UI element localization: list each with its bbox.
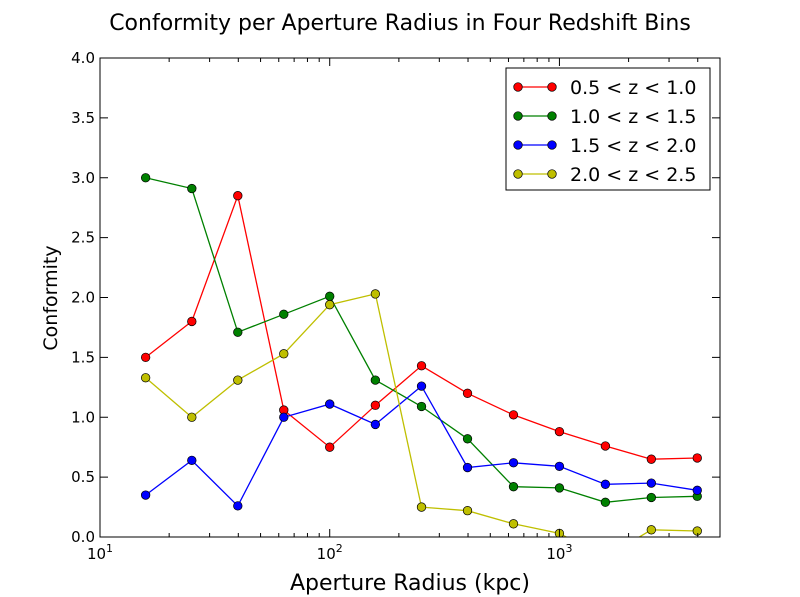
series-2-point [508,482,519,492]
legend-marker [547,140,557,150]
series-3-point [370,419,381,430]
series-line-1 [145,193,698,460]
x-axis-label: Aperture Radius (kpc) [290,571,530,596]
series-4-point [462,506,473,516]
legend-label: 2.0 < z < 2.5 [570,164,696,186]
series-2-point [325,291,335,301]
y-tick-label: 0.0 [71,528,95,546]
series-2-point [462,434,473,444]
series-2-point [600,497,611,507]
series-3-point [554,461,565,471]
series-1-point [233,191,243,201]
series-layer [140,173,702,562]
series-4-point [279,349,289,359]
series-3-point [600,479,611,489]
legend-label: 0.5 < z < 1.0 [570,77,696,99]
series-4-point [325,300,335,310]
series-1-point [325,442,335,452]
series-1-point [554,426,565,437]
series-3-point [279,412,289,422]
legend-marker [547,111,557,121]
y-axis: 0.0 0.5 1.0 1.5 2.0 2.5 3.0 3.5 4.0 [71,49,720,546]
y-tick-label: 2.0 [71,289,95,307]
y-tick-label: 1.5 [71,348,95,366]
x-tick-label: 103 [546,542,572,563]
x-tick-label: 101 [87,542,113,563]
series-3-point [233,501,243,511]
series-1-point [508,410,519,420]
y-tick-label: 3.0 [71,169,95,187]
y-tick-label: 0.5 [71,468,95,486]
series-3-point [462,462,473,473]
series-4-point [508,519,519,529]
series-4-point [140,373,151,383]
series-line-4 [145,293,698,537]
series-3-point [140,490,151,500]
series-2-point [233,327,243,337]
series-1-point [692,453,702,463]
legend-label: 1.0 < z < 1.5 [570,106,696,128]
series-4-point [601,553,610,562]
legend-marker [547,82,557,92]
y-axis-label: Conformity [40,245,62,350]
series-2-point [370,375,381,385]
series-2-point [279,309,289,319]
series-2-point [646,492,656,503]
series-1-point [187,316,197,327]
series-3-point [416,381,427,391]
series-4-point [233,375,243,385]
legend-marker [513,140,523,150]
series-1-point [462,388,473,398]
series-4-point [416,502,427,512]
x-tick-label: 102 [317,542,343,563]
y-tick-label: 1.0 [71,408,95,426]
series-1-point [646,454,656,464]
legend-marker [513,169,523,179]
series-1-point [416,361,427,371]
series-4-point [370,289,381,299]
series-2-point [140,173,151,183]
y-tick-label: 3.5 [71,109,95,127]
series-3-point [646,478,656,488]
legend-label: 1.5 < z < 2.0 [570,135,696,157]
y-tick-label: 4.0 [71,49,95,67]
legend: 0.5 < z < 1.0 1.0 < z < 1.5 1.5 < z < 2.0 2… [505,67,711,191]
series-1-point [600,441,611,451]
legend-marker [513,82,523,92]
x-axis: 101 102 103 [87,58,721,563]
legend-marker [547,169,557,179]
legend-box [505,67,711,191]
series-3-point [692,485,702,495]
series-4-point [187,412,197,422]
series-2-point [187,183,197,194]
series-1-point [140,352,151,363]
series-3-point [325,399,335,409]
series-3-point [508,458,519,468]
series-3-point [187,455,197,466]
series-4-point [646,525,656,535]
chart-title: Conformity per Aperture Radius in Four R… [109,11,691,36]
legend-marker [513,111,523,121]
y-tick-label: 2.5 [71,229,95,247]
series-2-point [554,483,565,493]
series-1-point [370,400,381,410]
series-line-2 [145,177,698,503]
series-2-point [416,401,427,412]
